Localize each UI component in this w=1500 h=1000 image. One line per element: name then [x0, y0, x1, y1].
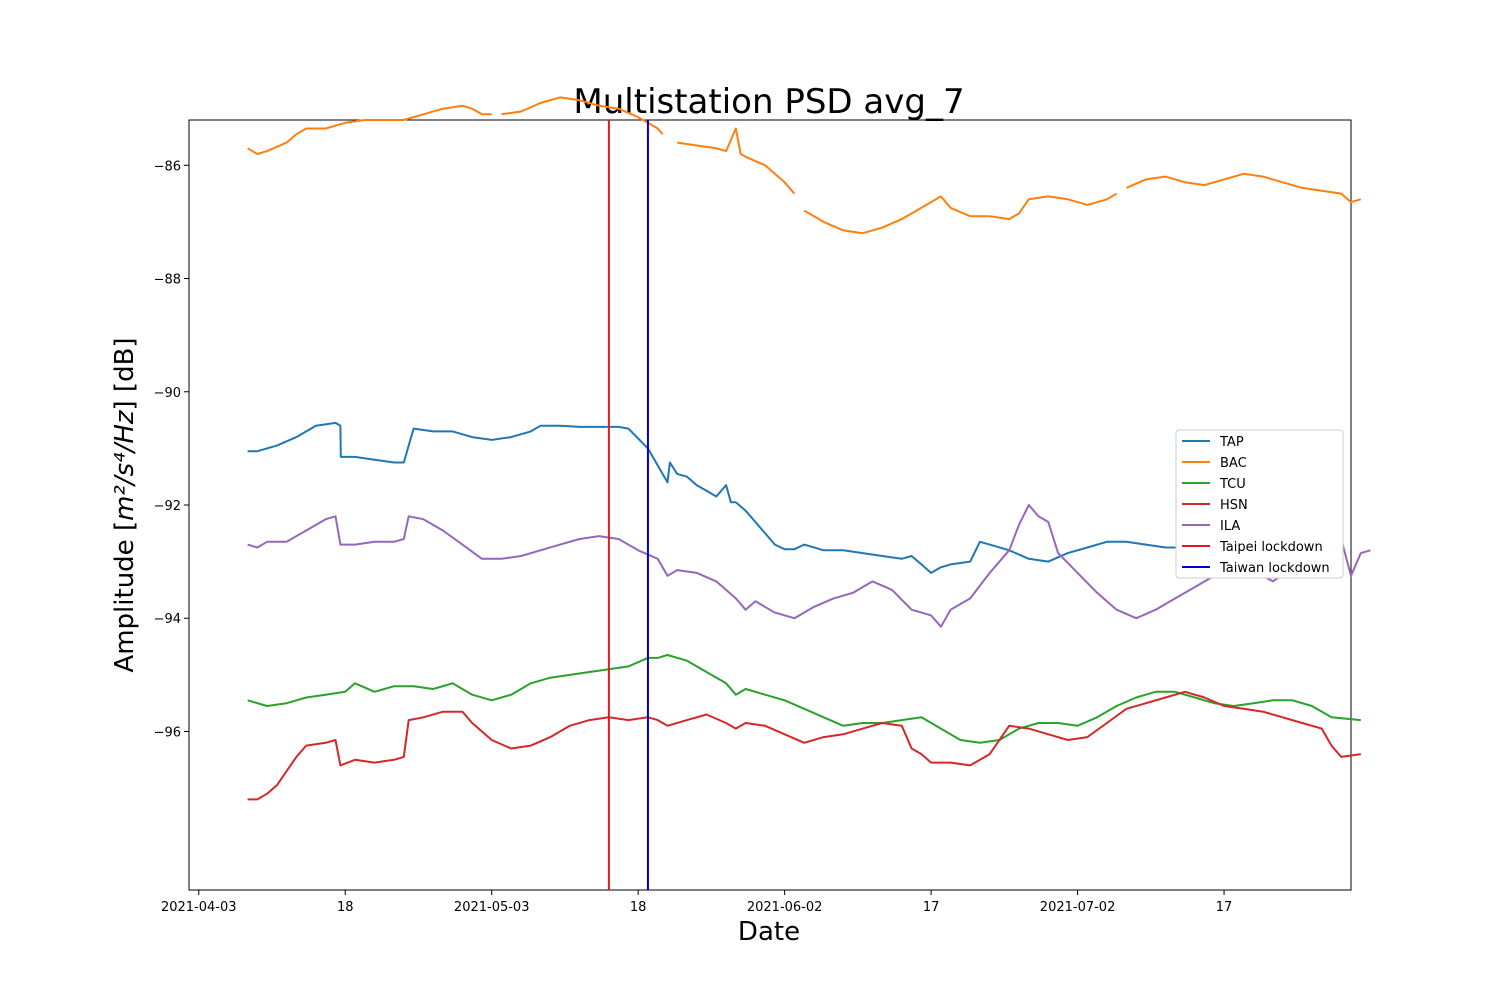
legend-label: BAC — [1220, 456, 1247, 471]
x-tick-label: 18 — [337, 900, 354, 915]
y-axis-label: Amplitude [m²/s⁴/Hz] [dB] — [110, 337, 140, 672]
y-tick-label: −90 — [154, 386, 181, 401]
y-tick-label: −92 — [154, 499, 181, 514]
x-tick-label: 2021-07-02 — [1040, 900, 1116, 915]
legend-label: TCU — [1219, 477, 1246, 492]
chart-title: Multistation PSD avg_7 — [573, 82, 964, 122]
x-tick-label: 18 — [630, 900, 647, 915]
lockdown-lines — [607, 120, 649, 890]
y-axis-label-main: Amplitude [ — [110, 521, 140, 673]
legend-label: Taipei lockdown — [1219, 540, 1323, 555]
series-line-bac — [247, 96, 1362, 235]
y-axis-label-unit: ] [dB] — [110, 337, 140, 410]
legend-label: Taiwan lockdown — [1219, 561, 1330, 576]
x-tick-label: 17 — [1216, 900, 1233, 915]
y-axis: −86 −88 −90 −92 −94 −96 — [154, 159, 189, 740]
legend-label: ILA — [1220, 519, 1240, 534]
legend-label: HSN — [1220, 498, 1248, 513]
y-axis-label-math: m²/s⁴/Hz — [110, 409, 140, 521]
series-line-tap — [247, 421, 1322, 574]
x-tick-label: 2021-04-03 — [161, 900, 237, 915]
x-tick-label: 17 — [923, 900, 940, 915]
y-tick-label: −96 — [154, 725, 181, 740]
y-tick-label: −86 — [154, 159, 181, 174]
series-lines — [247, 96, 1371, 801]
y-tick-label: −88 — [154, 273, 181, 288]
x-tick-label: 2021-05-03 — [454, 900, 530, 915]
x-axis-label: Date — [738, 917, 800, 947]
series-line-ila — [247, 504, 1371, 628]
y-tick-label: −94 — [154, 612, 181, 627]
x-tick-label: 2021-06-02 — [747, 900, 823, 915]
series-line-hsn — [247, 690, 1361, 801]
series-line-tcu — [247, 654, 1361, 744]
legend-label: TAP — [1219, 435, 1244, 450]
legend: TAP BAC TCU HSN ILA Taipei lockdown Taiwan loc… — [1175, 429, 1344, 579]
legend-box — [1175, 429, 1344, 579]
x-axis: 2021-04-03 18 2021-05-03 18 2021-06-02 17 2021… — [161, 890, 1232, 915]
